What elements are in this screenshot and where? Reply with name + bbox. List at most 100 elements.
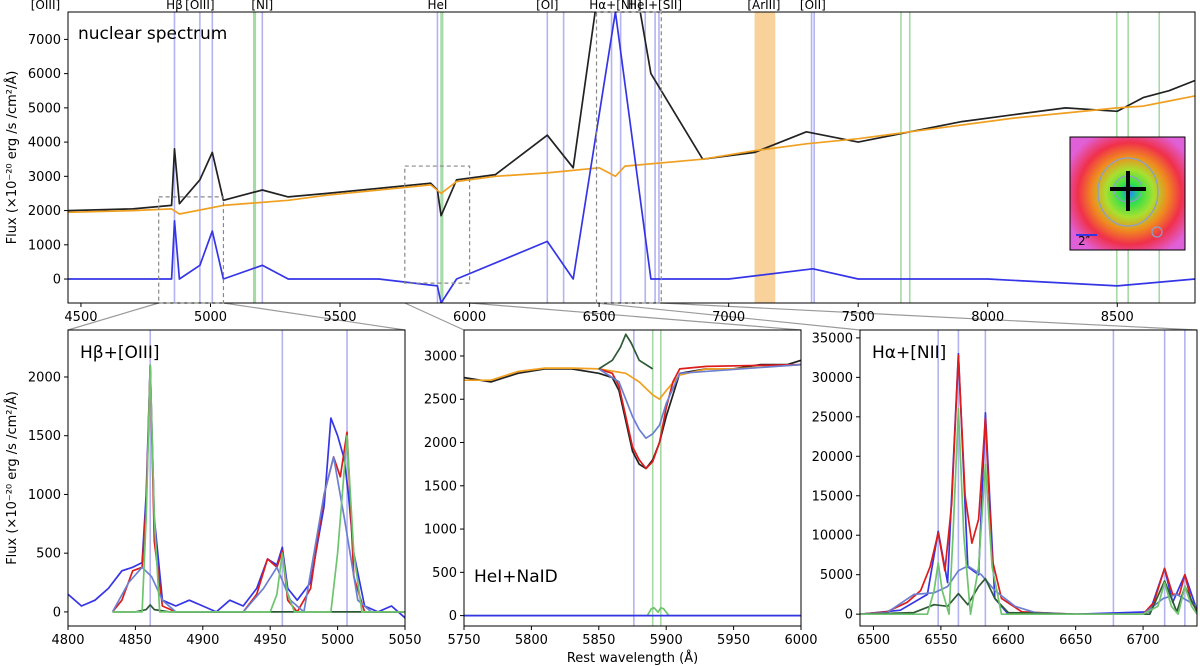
y-tick-label: 35000 — [812, 331, 853, 346]
series-line-1 — [860, 354, 1197, 616]
plot-area — [464, 330, 801, 626]
y-tick-label: 6000 — [28, 67, 61, 82]
plot-area — [68, 330, 405, 626]
x-tick-label: 4800 — [51, 633, 84, 648]
axes-frame — [67, 329, 406, 627]
zoom-box — [595, 11, 662, 304]
y-tick-label: 25000 — [812, 410, 853, 425]
x-tick-label: 6500 — [857, 633, 890, 648]
y-tick-label: 500 — [36, 547, 61, 562]
y-tick-label: 2000 — [28, 370, 61, 385]
x-tick-label: 4850 — [119, 633, 152, 648]
series-line-3 — [598, 363, 801, 440]
x-tick-label: 7500 — [842, 310, 875, 325]
series-line-2 — [68, 12, 1195, 303]
x-tick-label: 6000 — [784, 633, 817, 648]
emission-line-label: [OII] — [800, 0, 826, 12]
zoom-connector — [404, 302, 465, 331]
emission-line-label: [OIII] — [185, 0, 214, 12]
series-line-2 — [111, 456, 405, 613]
x-tick-label: 7000 — [712, 310, 745, 325]
inset-contour — [1097, 157, 1159, 227]
series-line-2 — [598, 363, 801, 470]
x-tick-label: 5900 — [650, 633, 683, 648]
zoom-connector — [661, 302, 1198, 331]
y-tick-label: 1000 — [424, 523, 457, 538]
y-tick-label: 0 — [53, 605, 61, 620]
y-tick-label: 500 — [432, 566, 457, 581]
axes-frame — [859, 329, 1198, 627]
y-tick-label: 15000 — [812, 489, 853, 504]
emission-line-label: Hβ — [166, 0, 183, 12]
x-tick-label: 8000 — [971, 310, 1004, 325]
plot-area — [860, 330, 1197, 626]
x-tick-label: 5950 — [717, 633, 750, 648]
series-line-0 — [68, 364, 405, 619]
x-tick-label: 8500 — [1101, 310, 1134, 325]
y-tick-label: 3000 — [28, 170, 61, 185]
y-tick-label: 3000 — [424, 349, 457, 364]
zoom-box — [158, 196, 225, 304]
series-line-1 — [111, 364, 405, 613]
series-line-4 — [860, 408, 1197, 616]
emission-line-label: [NI] — [251, 0, 273, 12]
panel-title: Hα+[NII] — [872, 343, 946, 363]
series-line-4 — [112, 364, 405, 613]
zoom-connector — [67, 302, 159, 331]
y-tick-label: 2000 — [28, 204, 61, 219]
series-line-0 — [860, 352, 1197, 616]
emission-line-label: HeI — [427, 0, 447, 12]
series-line-1 — [68, 95, 1195, 215]
x-tick-label: 4950 — [254, 633, 287, 648]
y-tick-label: 30000 — [812, 371, 853, 386]
y-tick-label: 20000 — [812, 450, 853, 465]
y-tick-label: 0 — [845, 608, 853, 623]
x-tick-label: 5800 — [515, 633, 548, 648]
y-tick-label: 2000 — [424, 436, 457, 451]
series-line-2 — [860, 565, 1197, 616]
panel-title: HeI+NaID — [474, 567, 558, 587]
axes-frame — [67, 11, 1196, 304]
shaded-band — [754, 12, 776, 303]
y-tick-label: 2500 — [424, 393, 457, 408]
y-tick-label: 0 — [53, 273, 61, 288]
y-tick-label: 5000 — [820, 568, 853, 583]
x-tick-label: 6700 — [1127, 633, 1160, 648]
y-tick-label: 5000 — [28, 101, 61, 116]
x-tick-label: 5000 — [194, 310, 227, 325]
x-tick-label: 6650 — [1059, 633, 1092, 648]
y-tick-label: 10000 — [812, 529, 853, 544]
series-line-4 — [598, 333, 654, 370]
y-tick-label: 7000 — [28, 33, 61, 48]
series-line-1 — [464, 363, 801, 401]
y-tick-label: 0 — [449, 609, 457, 624]
series-line-5 — [464, 606, 801, 617]
y-axis-title: Flux (×10⁻²⁰ erg /s /cm²/Å) — [4, 391, 20, 565]
panel-title: nuclear spectrum — [78, 24, 227, 44]
figure-decor — [67, 302, 1198, 331]
series-line-0 — [68, 12, 1195, 217]
y-tick-label: 4000 — [28, 136, 61, 151]
axes-frame — [463, 329, 802, 627]
panel-halpha-nii: 6500 6550 6600 6650 6700 0 5000 10000 15000 20000… — [812, 329, 1198, 648]
galaxy-inset-image: 2″ — [1069, 136, 1186, 251]
zoom-connector — [469, 302, 802, 331]
inset-scale-label: 2″ — [1078, 234, 1091, 248]
plot-area — [68, 12, 1195, 303]
x-tick-label: 6500 — [583, 310, 616, 325]
x-tick-label: 5050 — [388, 633, 421, 648]
x-tick-label: 5750 — [447, 633, 480, 648]
y-tick-label: 1500 — [28, 429, 61, 444]
emission-line-label: HeI+[SII] — [628, 0, 682, 12]
zoom-connector — [596, 302, 861, 331]
series-line-3 — [860, 577, 1197, 616]
x-tick-label: 5000 — [321, 633, 354, 648]
panel-hbeta-oiii: 4800 4850 4900 4950 5000 5050 0 500 1000 1500 2000… — [4, 329, 422, 648]
x-tick-label: 6600 — [992, 633, 1025, 648]
emission-line-label: [OIII] — [31, 0, 60, 12]
emission-line-label: Hα+[NII] — [589, 0, 641, 12]
x-tick-label: 5850 — [582, 633, 615, 648]
panel-nuclear-spectrum: 4500 5000 5500 6000 6500 7000 7500 8000 8500 0 100… — [4, 0, 1196, 325]
x-tick-label: 4500 — [64, 310, 97, 325]
